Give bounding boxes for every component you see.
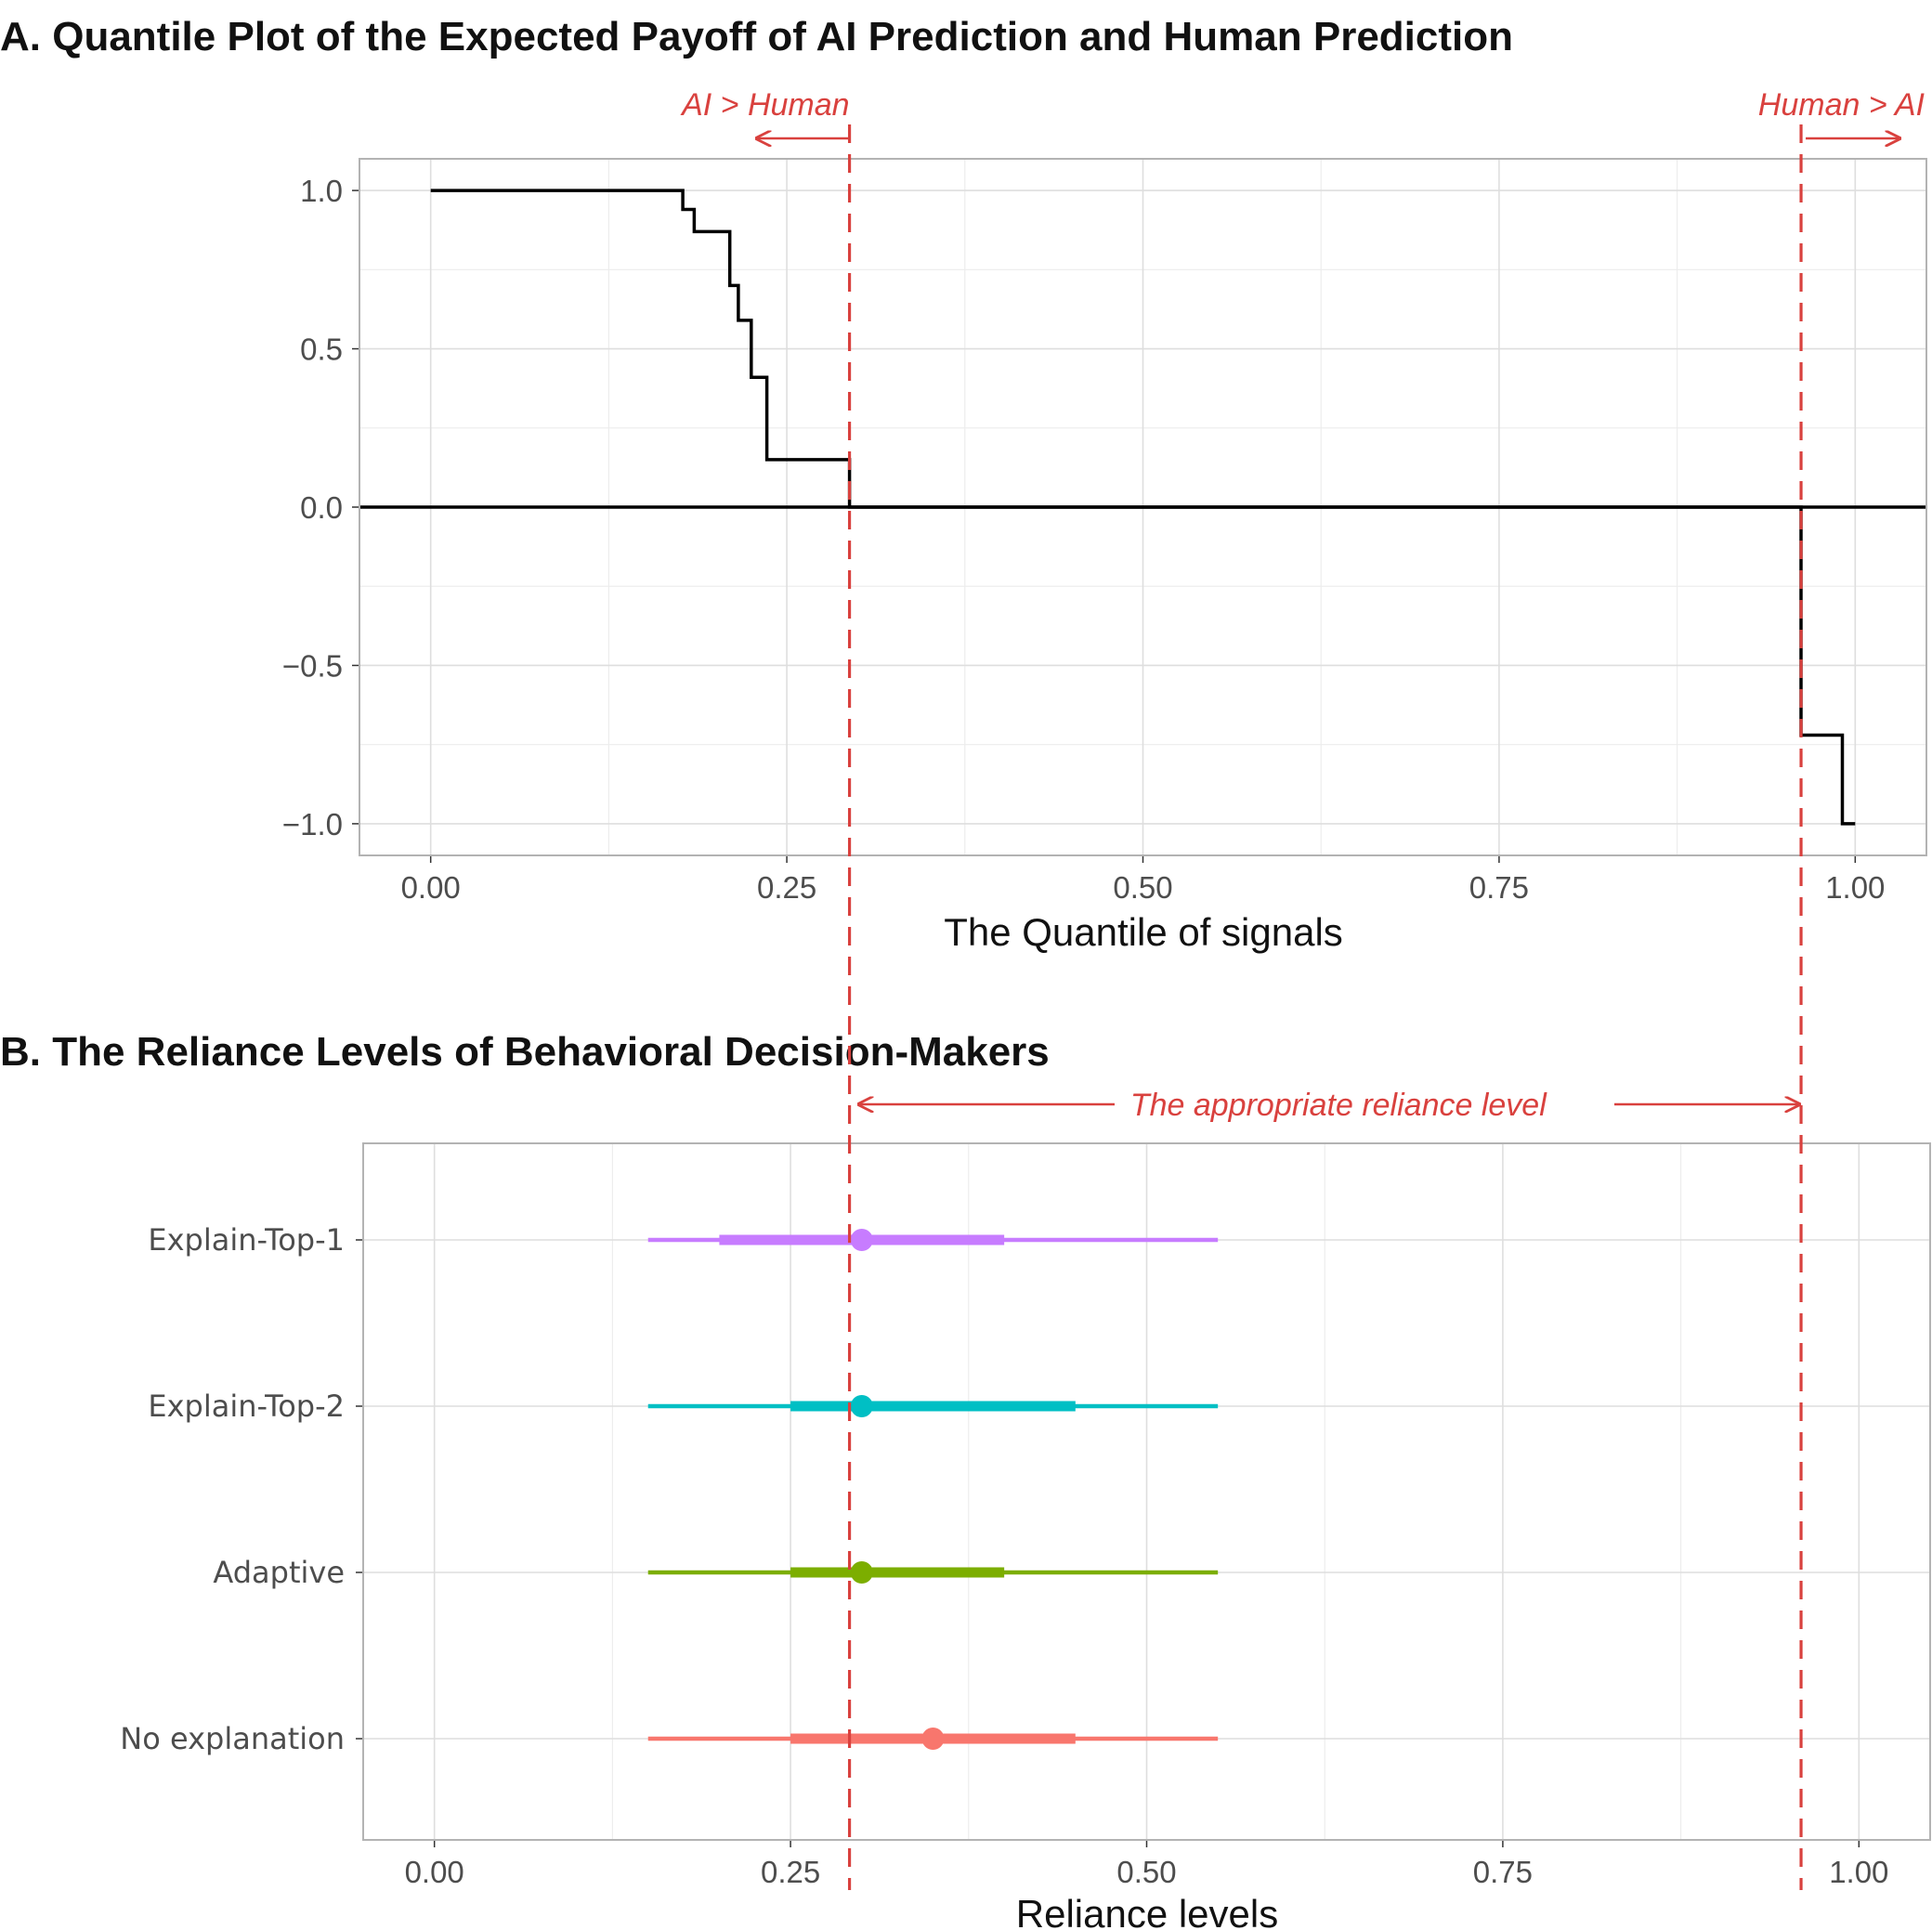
annotation-appropriate-reliance: The appropriate reliance level [1130, 1088, 1547, 1123]
panel-a-x-tick-label: 0.00 [401, 870, 461, 905]
annotation-human-better: Human > AI [1758, 87, 1925, 123]
annotation-ai-better: AI > Human [680, 87, 849, 123]
panel-a-y-tick-label: 0.5 [300, 333, 343, 367]
panel-a-x-tick-label: 0.25 [757, 870, 816, 905]
category-label: No explanation [120, 1721, 345, 1756]
panel-a-x-axis-title: The Quantile of signals [944, 910, 1343, 954]
panel-b: B. The Reliance Levels of Behavioral Dec… [0, 1029, 1931, 1930]
panel-b-grid [363, 1143, 1930, 1840]
panel-a-tick-labels: 0.00 0.25 0.50 0.75 1.00 1.0 0.5 0.0 −0.5 −1.0 [282, 174, 1886, 905]
point-estimate [921, 1728, 945, 1750]
point-estimate [850, 1561, 873, 1584]
panel-a-x-tick-label: 0.50 [1113, 870, 1172, 905]
panel-b-tick-labels: 0.00 0.25 0.50 0.75 1.00 Explain-Top-1 Explain… [120, 1222, 1888, 1889]
interval-adaptive [647, 1561, 1219, 1584]
panel-b-title: B. The Reliance Levels of Behavioral Dec… [0, 1029, 1050, 1075]
reference-lines [847, 124, 1803, 1890]
panel-a-frame [359, 158, 1927, 856]
panel-b-series [647, 1229, 1219, 1750]
panel-b-x-tick-label: 0.00 [405, 1855, 464, 1889]
point-estimate [850, 1229, 873, 1251]
panel-a-x-tick-label: 1.00 [1825, 870, 1885, 905]
panel-b-frame [362, 1142, 1931, 1841]
panel-a-y-tick-label: 0.0 [300, 490, 343, 525]
panel-a-y-tick-label: 1.0 [300, 174, 343, 208]
interval-explain-top-2 [647, 1395, 1219, 1417]
panel-a: A. Quantile Plot of the Expected Payoff … [0, 14, 1927, 954]
panel-a-title: A. Quantile Plot of the Expected Payoff … [0, 14, 1513, 59]
panel-b-x-tick-label: 0.25 [761, 1855, 820, 1889]
panel-b-x-tick-label: 0.50 [1116, 1855, 1176, 1889]
panel-a-annotations: AI > Human Human > AI [680, 87, 1925, 138]
category-label: Adaptive [213, 1555, 345, 1590]
panel-a-y-tick-label: −0.5 [282, 648, 343, 683]
category-label: Explain-Top-2 [148, 1389, 345, 1424]
panel-a-y-tick-label: −1.0 [282, 807, 343, 841]
panel-b-x-axis-title: Reliance levels [1016, 1892, 1278, 1930]
panel-b-annotations: The appropriate reliance level [859, 1088, 1799, 1123]
panel-b-x-tick-label: 0.75 [1473, 1855, 1533, 1889]
panel-b-x-tick-label: 1.00 [1829, 1855, 1888, 1889]
point-estimate [850, 1395, 873, 1417]
category-label: Explain-Top-1 [148, 1222, 345, 1258]
interval-explain-top-1 [647, 1229, 1219, 1251]
panel-a-x-tick-label: 0.75 [1469, 870, 1529, 905]
interval-no-explanation [647, 1728, 1219, 1750]
